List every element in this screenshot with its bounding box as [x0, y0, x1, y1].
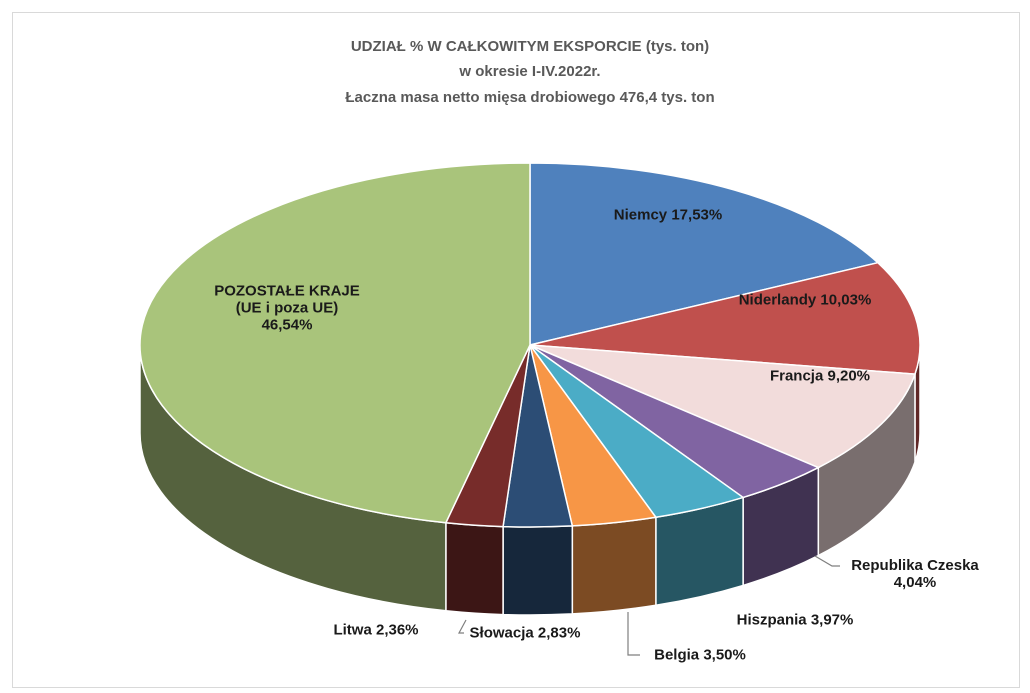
category-label: Niderlandy [738, 291, 817, 309]
data-label: Hiszpania 3,97% [737, 612, 854, 629]
category-label: Francja [769, 367, 824, 385]
data-label: Niemcy 17,53% [614, 207, 722, 224]
chart-title: UDZIAŁ % W CAŁKOWITYM EKSPORCIE (tys. to… [350, 38, 710, 55]
category-label: Belgia [654, 646, 700, 664]
data-label: Republika Czeska 4,04% [851, 557, 979, 591]
pie-slice [529, 162, 880, 346]
slice-side [445, 521, 504, 616]
category-label: POZOSTAŁE KRAJE (UE i poza UE) [214, 282, 360, 317]
category-label: Republika Czeska [851, 557, 979, 574]
category-label: Hiszpania [736, 611, 807, 629]
value-label: 3,97% [810, 611, 854, 629]
category-label: Słowacja [469, 624, 534, 642]
pie-slice [529, 344, 916, 469]
pie-tops [139, 162, 921, 528]
data-label: Niderlandy 10,03% [739, 292, 872, 309]
chart-subtitle: w okresie I-IV.2022r. [459, 63, 601, 80]
data-label: Francja 9,20% [770, 368, 870, 385]
leader-line [627, 612, 640, 656]
data-label: Słowacja 2,83% [470, 625, 581, 642]
data-label: Belgia 3,50% [654, 647, 746, 664]
chart-subtitle: Łaczna masa netto mięsa drobiowego 476,4… [345, 89, 715, 106]
chart-frame [12, 12, 1020, 688]
value-label: 10,03% [820, 291, 872, 309]
slice-side [502, 525, 574, 616]
value-label: 46,54% [261, 316, 313, 334]
value-label: 2,83% [537, 624, 581, 642]
leader-line [457, 619, 467, 634]
data-label: POZOSTAŁE KRAJE (UE i poza UE) 46,54% [202, 283, 372, 334]
value-label: 4,04% [893, 574, 937, 591]
value-label: 17,53% [671, 206, 723, 224]
value-label: 9,20% [827, 367, 871, 385]
data-label: Litwa 2,36% [333, 622, 418, 639]
pie-slice [529, 261, 921, 375]
pie-slice [139, 162, 531, 524]
value-label: 3,50% [703, 646, 746, 664]
value-label: 2,36% [375, 621, 419, 639]
slice-side [571, 516, 657, 615]
category-label: Niemcy [613, 206, 668, 224]
category-label: Litwa [333, 621, 372, 639]
leader-line [814, 555, 840, 567]
pie-sides [139, 344, 921, 616]
